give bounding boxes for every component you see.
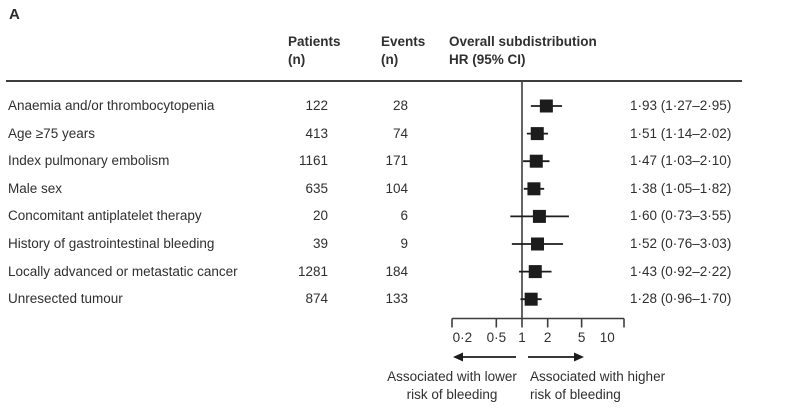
hr-square-marker (528, 265, 542, 279)
column-header-hr: Overall subdistribution HR (95% CI) (449, 34, 597, 67)
row-label: History of gastrointestinal bleeding (8, 236, 215, 251)
lower-risk-arrowhead-icon (453, 352, 463, 362)
hr-square-marker (539, 99, 553, 113)
hr-square-marker (530, 127, 544, 141)
events-value: 6 (400, 208, 408, 224)
row-label: Age ≥75 years (8, 125, 95, 141)
row-label: Anaemia and/or thrombocytopenia (8, 98, 215, 113)
higher-risk-arrowhead-icon (574, 352, 584, 362)
row-label: Index pulmonary embolism (8, 153, 170, 169)
x-axis-tick-label: 0·2 (453, 330, 473, 345)
hr-ci-value: 1·28 (0·96–1·70) (630, 291, 732, 307)
row-label: Male sex (8, 180, 63, 196)
patients-value: 1161 (298, 153, 328, 169)
patients-value: 413 (305, 125, 328, 141)
events-value: 74 (392, 125, 408, 141)
x-axis-tick-label: 0·5 (487, 330, 507, 345)
column-header-events: Events (n) (381, 34, 426, 67)
x-axis-tick-label: 1 (518, 330, 526, 345)
lower-risk-arrow-label: Associated with lower risk of bleeding (387, 369, 517, 402)
events-value: 133 (385, 291, 408, 307)
hr-ci-value: 1·47 (1·03–2·10) (630, 153, 732, 169)
hr-square-marker (529, 154, 543, 168)
hr-ci-value: 1·38 (1·05–1·82) (630, 180, 732, 196)
patients-value: 874 (305, 291, 328, 307)
patients-value: 39 (312, 236, 328, 251)
panel-label: A (9, 6, 20, 23)
header-rule (6, 80, 742, 82)
patients-value: 635 (305, 180, 328, 196)
hr-ci-value: 1·43 (0·92–2·22) (630, 263, 732, 279)
hr-square-marker (524, 292, 538, 306)
x-axis-tick-label: 5 (578, 330, 586, 345)
events-value: 104 (385, 180, 408, 196)
hr-ci-value: 1·51 (1·14–2·02) (630, 125, 732, 141)
row-label: Locally advanced or metastatic cancer (8, 263, 238, 279)
x-axis-tick-label: 10 (600, 330, 615, 345)
higher-risk-arrow-label: Associated with higher risk of bleeding (530, 369, 666, 402)
hr-square-marker (532, 209, 546, 223)
patients-value: 1281 (297, 263, 328, 279)
hr-square-marker (527, 182, 541, 196)
hr-ci-value: 1·93 (1·27–2·95) (630, 98, 732, 113)
x-axis-tick-label: 2 (544, 330, 552, 345)
events-value: 28 (392, 98, 408, 113)
events-value: 184 (385, 263, 408, 279)
patients-value: 20 (312, 208, 328, 224)
events-value: 9 (400, 236, 408, 251)
hr-ci-value: 1·52 (0·76–3·03) (630, 236, 732, 251)
hr-ci-value: 1·60 (0·73–3·55) (630, 208, 732, 224)
hr-square-marker (531, 237, 545, 251)
row-label: Unresected tumour (8, 291, 123, 307)
column-header-patients: Patients (n) (288, 34, 341, 67)
row-label: Concomitant antiplatelet therapy (8, 208, 202, 224)
events-value: 171 (385, 153, 408, 169)
patients-value: 122 (305, 98, 328, 113)
